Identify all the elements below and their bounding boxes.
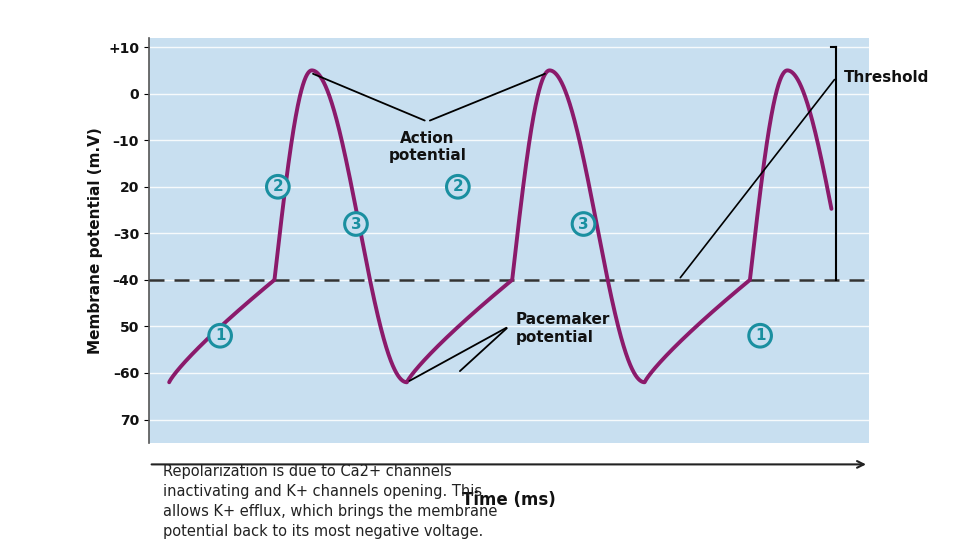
- Text: 1: 1: [215, 328, 226, 343]
- Text: Repolarization is due to Ca2+ channels
inactivating and K+ channels opening. Thi: Repolarization is due to Ca2+ channels i…: [163, 464, 497, 539]
- Text: 3: 3: [350, 217, 361, 232]
- Y-axis label: Membrane potential (m.V): Membrane potential (m.V): [87, 127, 103, 354]
- Text: 3: 3: [578, 217, 588, 232]
- Text: Time (ms): Time (ms): [462, 491, 556, 509]
- Text: 2: 2: [452, 179, 464, 194]
- Text: Threshold: Threshold: [845, 70, 929, 85]
- Text: 2: 2: [273, 179, 283, 194]
- Text: Pacemaker
potential: Pacemaker potential: [516, 313, 610, 345]
- Text: 1: 1: [755, 328, 765, 343]
- Text: Action
potential: Action potential: [389, 131, 467, 163]
